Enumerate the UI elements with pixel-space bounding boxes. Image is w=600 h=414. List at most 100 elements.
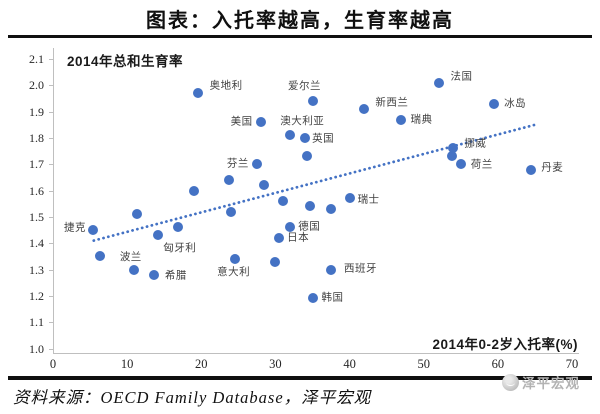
x-tick-label: 30 [269,357,282,371]
y-tick-mark [49,111,53,113]
y-tick-label: 2.1 [29,52,44,66]
data-point [446,151,457,162]
x-tick-label: 50 [417,357,430,371]
y-tick-label: 1.5 [29,209,44,224]
y-tick-mark [49,190,53,192]
point-label: 法国 [450,70,473,83]
data-point [277,196,288,207]
y-axis-title: 2014年总和生育率 [67,54,184,69]
trendline [92,123,537,242]
data-point-澳大利亚 [285,130,296,141]
point-label: 希腊 [164,269,187,282]
data-point-瑞士 [344,193,355,204]
brand-logo-icon [502,373,519,391]
x-tick-label: 60 [491,357,505,371]
point-label: 瑞典 [410,113,433,126]
data-point-西班牙 [326,264,337,275]
data-point-韩国 [307,293,318,304]
data-point-奥地利 [192,88,203,99]
data-point-法国 [433,77,444,88]
y-axis-line [53,48,54,354]
page-title: 图表：入托率越高，生育率越高 [146,10,454,32]
data-point [172,222,183,233]
y-tick-label: 1.4 [29,236,44,251]
x-tick-label: 20 [195,357,208,371]
y-tick-mark [49,295,53,297]
x-tick-label: 70 [565,357,579,371]
point-label: 匈牙利 [163,242,197,255]
y-tick-mark [49,269,53,271]
data-point-爱尔兰 [307,96,318,107]
data-point-希腊 [148,269,159,280]
point-label: 捷克 [64,221,87,234]
data-point-波兰 [128,264,139,275]
data-point-荷兰 [455,159,466,170]
y-tick-mark [49,348,53,350]
source-text: 资料来源：OECD Family Database，泽平宏观 [13,388,372,407]
top-divider [8,35,592,38]
data-point-意大利 [229,254,240,265]
y-tick-label: 1.6 [29,183,44,198]
y-tick-mark [49,322,53,324]
point-label: 奥地利 [209,79,243,92]
point-label: 冰岛 [504,97,527,110]
y-tick-label: 2.0 [29,78,44,93]
point-label: 芬兰 [226,157,249,170]
point-label: 澳大利亚 [280,115,325,128]
y-tick-label: 1.0 [29,341,44,356]
point-label: 荷兰 [470,158,493,171]
data-point [259,180,270,191]
data-point-丹麦 [526,164,537,175]
point-label: 意大利 [217,266,251,279]
y-tick-label: 1.1 [29,315,44,330]
data-point-日本 [274,232,285,243]
data-point [225,206,236,217]
point-label: 爱尔兰 [288,80,321,93]
y-tick-label: 1.9 [29,104,44,119]
data-point-英国 [300,132,311,143]
point-label: 新西兰 [375,96,409,109]
brand-logo-text: 泽平宏观 [522,376,580,391]
data-point-匈牙利 [153,230,164,241]
data-point [302,151,313,162]
data-point [188,185,199,196]
y-tick-mark [49,85,53,87]
data-point-新西兰 [359,104,370,114]
y-tick-mark [49,59,53,60]
data-point [305,201,316,212]
data-point-捷克 [88,225,99,236]
point-label: 日本 [287,231,310,244]
brand-logo: 泽平宏观 [502,372,580,392]
x-tick-label: 40 [343,357,356,371]
x-axis-line [53,353,579,354]
x-tick-label: 10 [120,357,134,371]
point-label: 丹麦 [541,161,564,174]
data-point [94,251,105,262]
data-point-美国 [255,117,266,128]
data-point [326,204,337,214]
data-point-冰岛 [489,98,500,109]
data-point-德国 [285,222,296,233]
point-label: 波兰 [119,250,142,263]
x-axis-title: 2014年0-2岁入托率(%) [432,337,578,352]
data-point [270,256,281,267]
x-tick-label: 0 [49,357,57,371]
bottom-divider [8,376,592,380]
point-label: 挪威 [464,137,487,150]
y-tick-mark [49,164,53,166]
y-tick-mark [49,137,53,139]
point-label: 韩国 [321,291,344,304]
point-label: 瑞士 [357,193,380,206]
data-point [224,175,235,186]
point-label: 西班牙 [344,262,378,275]
data-point-芬兰 [251,159,262,170]
point-label: 英国 [312,132,335,145]
y-tick-label: 1.3 [29,262,44,277]
data-point-挪威 [448,143,459,154]
y-tick-label: 1.8 [29,130,44,145]
data-point [131,209,142,220]
data-point-瑞典 [396,114,407,125]
point-label: 美国 [230,115,253,128]
